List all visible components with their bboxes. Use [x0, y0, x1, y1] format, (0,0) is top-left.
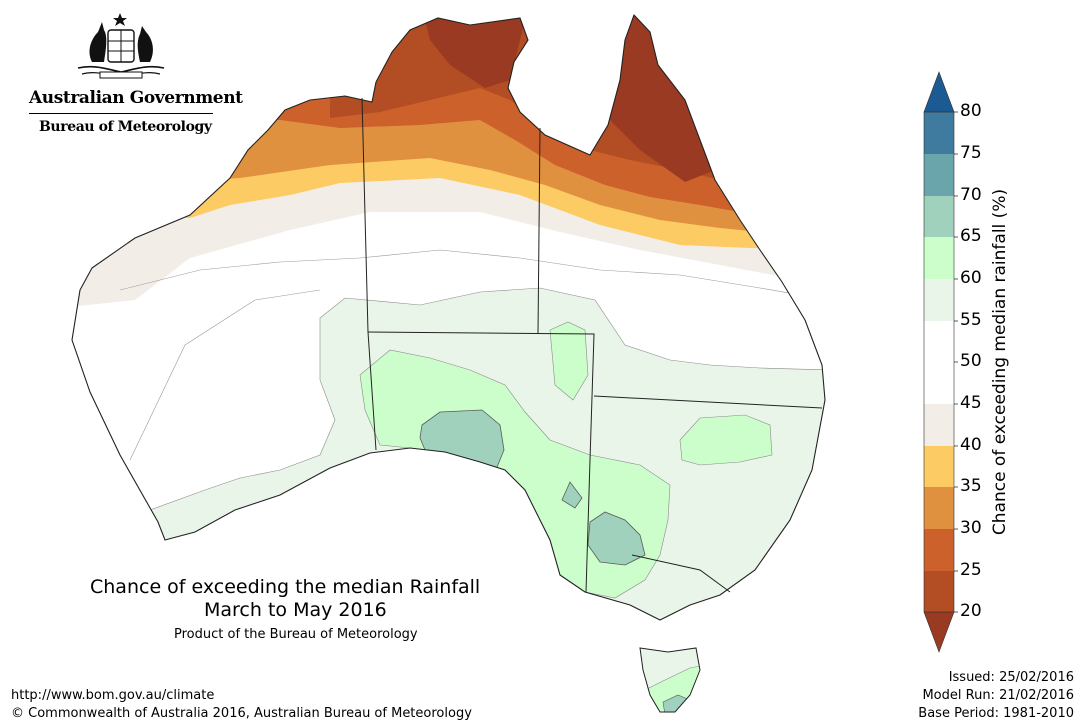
- band-65-70-vic: [587, 511, 646, 566]
- map-product-credit: Product of the Bureau of Meteorology: [174, 627, 418, 642]
- contour-50-south: [129, 289, 321, 461]
- legend-under-arrow: [923, 611, 955, 653]
- band-60-65-nsw: [679, 414, 773, 466]
- agency-name: Bureau of Meteorology: [39, 119, 212, 135]
- legend-tick-label: 70: [960, 185, 982, 205]
- government-name: Australian Government: [29, 88, 243, 108]
- tasmania: [639, 647, 701, 713]
- legend-colorbar: [923, 71, 958, 653]
- band-65-70-sa-se: [561, 481, 583, 509]
- band-under-20: [420, 15, 720, 182]
- band-65-70-eyre: [419, 409, 505, 483]
- band-60-65-sa-north: [549, 321, 589, 401]
- legend-title: Chance of exceeding median rainfall (%): [990, 188, 1010, 536]
- copyright-notice: © Commonwealth of Australia 2016, Austra…: [11, 706, 472, 721]
- legend-tick-label: 40: [960, 435, 982, 455]
- map-title: Chance of exceeding the median Rainfall: [90, 576, 481, 598]
- legend-tick-label: 65: [960, 226, 982, 246]
- legend-tick-label: 35: [960, 476, 982, 496]
- legend-tick-label: 20: [960, 601, 982, 621]
- commonwealth-coat-of-arms-icon: [77, 13, 165, 79]
- legend-tick-label: 60: [960, 268, 982, 288]
- legend-tick-label: 75: [960, 143, 982, 163]
- legend-over-arrow: [923, 71, 955, 113]
- map-period: March to May 2016: [204, 599, 387, 621]
- legend-tick-label: 45: [960, 393, 982, 413]
- legend-tick-label: 50: [960, 351, 982, 371]
- base-period: Base Period: 1981-2010: [918, 706, 1074, 721]
- legend-tick-label: 30: [960, 518, 982, 538]
- branding-divider: [29, 113, 213, 114]
- model-run-date: Model Run: 21/02/2016: [922, 688, 1074, 703]
- issued-date: Issued: 25/02/2016: [948, 670, 1074, 685]
- climate-url-link[interactable]: http://www.bom.gov.au/climate: [11, 688, 215, 703]
- legend-tick-label: 55: [960, 310, 982, 330]
- state-borders: [361, 97, 823, 593]
- legend-tick-label: 25: [960, 560, 982, 580]
- contour-50: [119, 249, 825, 301]
- legend-tick-label: 80: [960, 101, 982, 121]
